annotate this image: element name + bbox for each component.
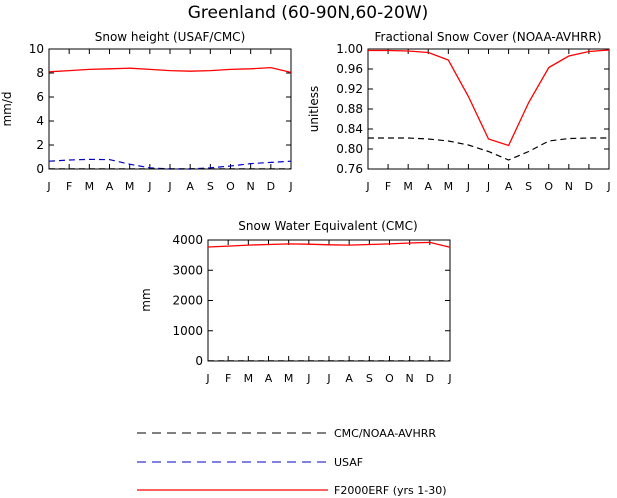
y-tick-label: 1000 xyxy=(172,324,203,338)
y-tick-label: 4 xyxy=(36,114,44,128)
y-tick-label: 10 xyxy=(29,42,44,56)
plot-frame xyxy=(207,239,451,362)
fractional-snow-cover-panel: Fractional Snow Cover (NOAA-AVHRR) unitl… xyxy=(307,30,611,193)
y-tick-label: 6 xyxy=(36,90,44,104)
x-tick-label: F xyxy=(225,372,231,385)
y-tick-label: 0.96 xyxy=(336,62,363,76)
x-tick-label: M xyxy=(244,372,254,385)
x-tick-label: A xyxy=(424,180,432,193)
x-tick-label: N xyxy=(406,372,414,385)
y-tick-label: 0.84 xyxy=(336,122,363,136)
x-tick-label: O xyxy=(385,372,394,385)
legend-label-usaf: USAF xyxy=(334,456,363,469)
x-tick-label: J xyxy=(306,372,310,385)
x-tick-label: D xyxy=(267,180,275,193)
y-tick-label: 3000 xyxy=(172,263,203,277)
y-tick-label: 8 xyxy=(36,66,44,80)
x-tick-label: M xyxy=(444,180,454,193)
x-tick-label: J xyxy=(447,372,451,385)
x-tick-label: J xyxy=(46,180,50,193)
y-tick-label: 0.88 xyxy=(336,102,363,116)
x-tick-label: N xyxy=(247,180,255,193)
y-axis-label: mm/d xyxy=(0,91,14,126)
x-tick-label: J xyxy=(326,372,330,385)
y-tick-label: 1.00 xyxy=(336,42,363,56)
x-tick-label: S xyxy=(207,180,214,193)
legend-label-model: F2000ERF (yrs 1-30) xyxy=(334,484,447,497)
x-tick-label: A xyxy=(106,180,114,193)
x-tick-label: O xyxy=(544,180,553,193)
x-tick-label: J xyxy=(486,180,490,193)
x-tick-label: J xyxy=(365,180,369,193)
x-tick-label: J xyxy=(147,180,151,193)
x-tick-label: F xyxy=(66,180,72,193)
x-tick-label: O xyxy=(226,180,235,193)
snow-water-equivalent-panel: Snow Water Equivalent (CMC) mm 0 1000 2000… xyxy=(139,219,452,385)
x-tick-label: M xyxy=(85,180,95,193)
figure-title: Greenland (60-90N,60-20W) xyxy=(188,3,429,23)
y-tick-label: 0.92 xyxy=(336,82,363,96)
x-tick-label: J xyxy=(167,180,171,193)
x-tick-label: S xyxy=(525,180,532,193)
y-tick-label: 2000 xyxy=(172,294,203,308)
x-tick-label: D xyxy=(426,372,434,385)
x-tick-label: M xyxy=(403,180,413,193)
x-tick-label: J xyxy=(205,372,209,385)
y-axis-label: mm xyxy=(139,288,153,311)
y-tick-label: 0.76 xyxy=(336,162,363,176)
legend-label-cmc-noaa: CMC/NOAA-AVHRR xyxy=(334,427,436,440)
panel-title: Fractional Snow Cover (NOAA-AVHRR) xyxy=(374,30,601,44)
x-tick-label: F xyxy=(385,180,391,193)
y-tick-label: 4000 xyxy=(172,233,203,247)
x-tick-label: S xyxy=(366,372,373,385)
series-line-f2000erf-yrs-1-30 xyxy=(48,66,292,74)
x-tick-label: J xyxy=(466,180,470,193)
x-tick-label: A xyxy=(505,180,513,193)
plot-frame xyxy=(48,48,292,170)
x-tick-label: M xyxy=(284,372,294,385)
x-tick-label: A xyxy=(345,372,353,385)
legend: CMC/NOAA-AVHRR USAF F2000ERF (yrs 1-30) xyxy=(137,427,447,497)
x-tick-label: A xyxy=(265,372,273,385)
panel-title: Snow height (USAF/CMC) xyxy=(95,30,246,44)
series-line-f2000erf-yrs-1-30 xyxy=(207,241,451,248)
x-tick-label: A xyxy=(186,180,194,193)
x-tick-label: D xyxy=(585,180,593,193)
panel-title: Snow Water Equivalent (CMC) xyxy=(238,219,417,233)
y-axis-label: unitless xyxy=(307,86,321,132)
y-tick-label: 0 xyxy=(195,354,203,368)
y-tick-label: 0.80 xyxy=(336,142,363,156)
x-tick-label: J xyxy=(606,180,610,193)
x-tick-label: M xyxy=(125,180,135,193)
series-line-cmc-noaa-avhrr xyxy=(368,137,609,161)
series-line-f2000erf-yrs-1-30 xyxy=(368,49,610,147)
y-tick-label: 2 xyxy=(36,138,44,152)
y-tick-label: 0 xyxy=(36,162,44,176)
x-tick-label: J xyxy=(288,180,292,193)
x-tick-label: N xyxy=(565,180,573,193)
